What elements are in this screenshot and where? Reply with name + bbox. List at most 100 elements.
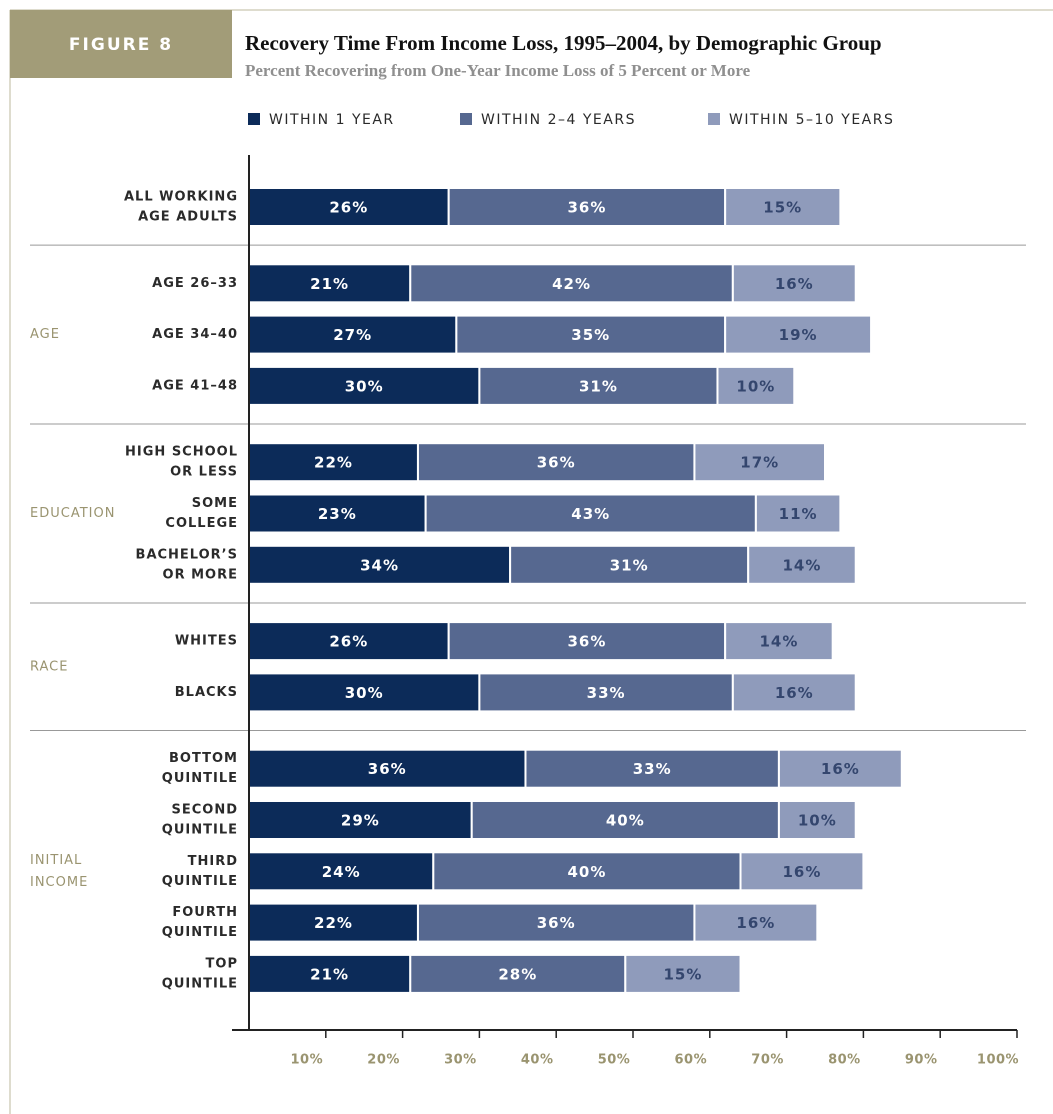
category-label: AGE 41–48 [152, 378, 238, 393]
figure-box [10, 10, 232, 78]
bar-segment [724, 621, 834, 662]
category-label: OR LESS [170, 465, 238, 480]
x-tick-label: 10% [290, 1053, 323, 1068]
bar-segment [478, 365, 719, 406]
category-label: SECOND [171, 803, 238, 818]
category-label: SOME [192, 496, 238, 511]
legend-swatch [248, 113, 260, 125]
legend-label: WITHIN 2–4 YEARS [481, 112, 636, 128]
data-label: 28% [498, 965, 537, 983]
data-label: 26% [329, 633, 368, 651]
category-label: THIRD [188, 854, 238, 869]
group-label: INCOME [30, 875, 88, 890]
category-label: QUINTILE [162, 976, 238, 991]
data-label: 31% [610, 556, 649, 574]
data-label: 16% [775, 275, 814, 293]
category-label: TOP [206, 956, 238, 971]
data-label: 10% [798, 812, 837, 830]
bar-segment [724, 314, 873, 355]
data-label: 36% [537, 454, 576, 472]
bar-segment [248, 263, 412, 304]
data-label: 35% [571, 326, 610, 344]
figure-label: FIGURE 8 [69, 35, 173, 55]
legend-swatch [460, 113, 472, 125]
data-label: 30% [345, 377, 384, 395]
bar-segment [424, 493, 757, 534]
data-label: 40% [606, 812, 645, 830]
data-label: 42% [552, 275, 591, 293]
data-label: 21% [310, 965, 349, 983]
bar-segment [693, 902, 819, 943]
category-label: AGE ADULTS [138, 210, 238, 225]
data-label: 36% [368, 760, 407, 778]
data-label: 33% [587, 684, 626, 702]
category-label: QUINTILE [162, 874, 238, 889]
category-label: FOURTH [172, 905, 238, 920]
group-label: AGE [30, 327, 60, 342]
category-label: ALL WORKING [124, 190, 238, 205]
category-label: BACHELOR’S [136, 547, 238, 562]
category-label: HIGH SCHOOL [125, 445, 238, 460]
data-label: 40% [567, 863, 606, 881]
data-label: 26% [329, 199, 368, 217]
x-tick-label: 70% [751, 1053, 784, 1068]
data-label: 21% [310, 275, 349, 293]
legend-swatch [708, 113, 720, 125]
category-label: AGE 34–40 [152, 327, 238, 342]
data-label: 36% [567, 199, 606, 217]
data-label: 11% [779, 505, 818, 523]
bar-segment [470, 800, 780, 840]
data-label: 15% [763, 199, 802, 217]
bar-segment [478, 672, 734, 713]
x-tick-label: 30% [444, 1053, 477, 1068]
group-label: RACE [30, 659, 68, 674]
x-tick-label: 80% [828, 1053, 861, 1068]
data-label: 19% [779, 326, 818, 344]
bar-segment [731, 672, 857, 713]
category-label: WHITES [175, 634, 238, 649]
data-label: 43% [571, 505, 610, 523]
category-label: OR MORE [163, 567, 238, 582]
data-label: 22% [314, 454, 353, 472]
bar-segment [409, 263, 734, 304]
data-label: 31% [579, 377, 618, 395]
x-tick-label: 60% [674, 1053, 707, 1068]
bar-segment [739, 851, 865, 892]
bar-segment [248, 365, 481, 406]
data-label: 34% [360, 556, 399, 574]
bar-segment [624, 953, 742, 994]
x-tick-label: 40% [521, 1053, 554, 1068]
category-label: AGE 26–33 [152, 276, 238, 291]
bar-segment [248, 851, 435, 892]
data-label: 17% [740, 454, 779, 472]
data-label: 30% [345, 684, 384, 702]
bar-segment [731, 263, 857, 304]
data-label: 36% [537, 914, 576, 932]
data-label: 14% [783, 556, 822, 574]
category-label: BOTTOM [169, 751, 238, 766]
data-label: 27% [333, 326, 372, 344]
x-tick-label: 90% [905, 1053, 938, 1068]
chart-subtitle: Percent Recovering from One-Year Income … [245, 61, 751, 80]
data-label: 33% [633, 760, 672, 778]
bar-segment [248, 953, 412, 994]
x-tick-label: 100% [977, 1053, 1019, 1068]
category-label: QUINTILE [162, 925, 238, 940]
bar-segment [777, 748, 903, 789]
data-label: 16% [783, 863, 822, 881]
bar-segment [693, 442, 826, 483]
legend-label: WITHIN 5–10 YEARS [729, 112, 894, 128]
legend-label: WITHIN 1 YEAR [269, 112, 395, 128]
x-tick-label: 50% [598, 1053, 631, 1068]
data-label: 23% [318, 505, 357, 523]
bar-segment [716, 365, 796, 406]
data-label: 36% [567, 633, 606, 651]
group-label: EDUCATION [30, 506, 115, 521]
data-label: 14% [759, 633, 798, 651]
data-label: 29% [341, 812, 380, 830]
data-label: 16% [821, 760, 860, 778]
bar-segment [447, 187, 727, 227]
group-label: INITIAL [30, 853, 82, 868]
category-label: QUINTILE [162, 771, 238, 786]
